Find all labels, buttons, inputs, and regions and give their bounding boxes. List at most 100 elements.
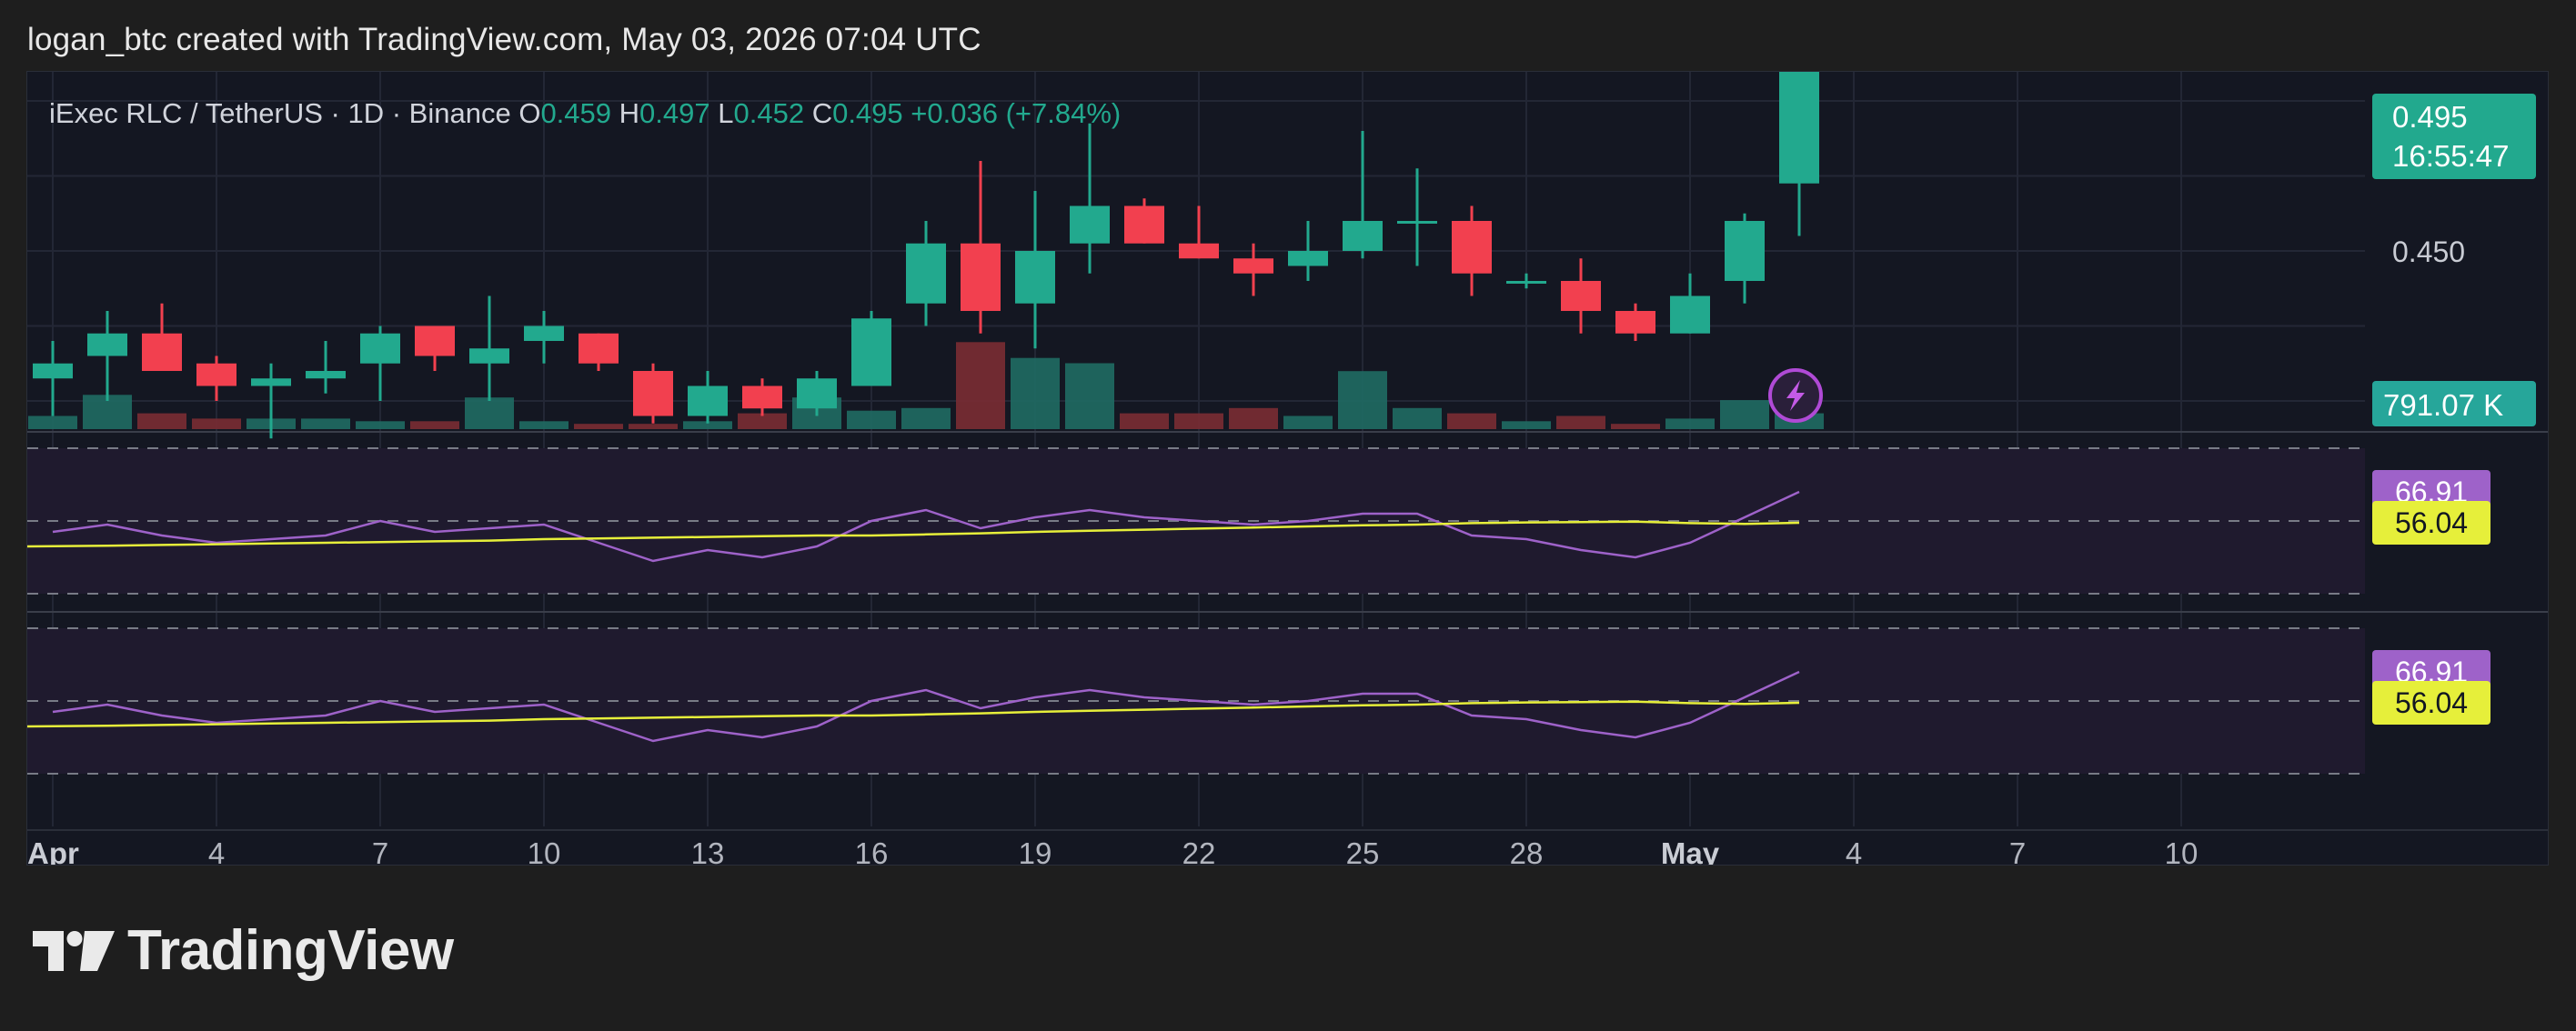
countdown-text: 16:55:47 bbox=[2392, 139, 2509, 173]
candle-body bbox=[1725, 221, 1765, 281]
volume-bar bbox=[410, 421, 459, 429]
candle-body bbox=[1561, 281, 1601, 311]
volume-bar bbox=[356, 421, 405, 429]
close-value: 0.495 bbox=[832, 97, 903, 129]
candle-body bbox=[306, 371, 346, 379]
x-tick-label: 10 bbox=[528, 836, 561, 866]
volume-bar bbox=[847, 410, 896, 429]
candle-body bbox=[1233, 258, 1273, 274]
volume-bar bbox=[683, 421, 732, 429]
candles bbox=[33, 72, 1819, 439]
candle-body bbox=[1670, 295, 1710, 334]
volume-bar bbox=[1556, 415, 1605, 429]
x-tick-label: 19 bbox=[1019, 836, 1052, 866]
candle-body bbox=[633, 371, 673, 416]
tradingview-logo[interactable]: TradingView bbox=[33, 918, 454, 983]
volume-bar bbox=[629, 424, 678, 429]
candle-body bbox=[1179, 243, 1219, 259]
rsi-ma-line bbox=[27, 700, 1800, 728]
x-tick-label: Apr bbox=[27, 836, 79, 866]
price-badge-text: 0.495 bbox=[2392, 100, 2468, 134]
ohlc-legend: iExec RLC / TetherUS · 1D · Binance O0.4… bbox=[49, 97, 1121, 130]
attribution-header: logan_btc created with TradingView.com, … bbox=[27, 22, 981, 57]
rsi-ma-text: 56.04 bbox=[2395, 686, 2468, 719]
low-label: L bbox=[718, 97, 734, 129]
candle-body bbox=[688, 385, 728, 416]
candle-body bbox=[797, 378, 837, 409]
candle-body bbox=[87, 333, 127, 356]
x-tick-label: 4 bbox=[1846, 836, 1862, 866]
change-value: +0.036 (+7.84%) bbox=[911, 97, 1122, 129]
candle-body bbox=[1615, 311, 1655, 334]
symbol-label: iExec RLC / TetherUS · 1D · Binance bbox=[49, 97, 511, 129]
x-tick-label: 10 bbox=[2165, 836, 2199, 866]
rsi-ma-line bbox=[27, 520, 1800, 548]
candle-body bbox=[851, 318, 891, 386]
candle-body bbox=[1506, 281, 1546, 284]
high-label: H bbox=[619, 97, 640, 129]
open-value: 0.459 bbox=[540, 97, 612, 129]
volume-bar bbox=[465, 397, 514, 429]
high-value: 0.497 bbox=[639, 97, 710, 129]
price-tick: 0.450 bbox=[2392, 235, 2465, 268]
lightning-bolt bbox=[1786, 380, 1805, 411]
x-tick-label: May bbox=[1661, 836, 1720, 866]
x-tick-label: 13 bbox=[691, 836, 725, 866]
candle-body bbox=[251, 378, 291, 386]
rsi-ma-badge bbox=[2372, 681, 2490, 725]
candle-body bbox=[742, 385, 782, 409]
x-tick-label: 7 bbox=[2009, 836, 2026, 866]
volume-bar bbox=[1720, 400, 1769, 429]
volume-bar bbox=[956, 342, 1005, 429]
badges: 0.495 16:55:47 791.07 K bbox=[1768, 94, 2536, 426]
candle-body bbox=[142, 333, 182, 371]
volume-bar bbox=[192, 418, 241, 429]
candle-body bbox=[1343, 221, 1383, 251]
volume-bar bbox=[1120, 413, 1169, 429]
volume-bars bbox=[28, 342, 1824, 429]
rsi-line bbox=[52, 670, 1800, 743]
volume-bar bbox=[137, 413, 186, 429]
volume-bar bbox=[1665, 418, 1715, 429]
candle-body bbox=[360, 333, 400, 364]
rsi-ma-text: 56.04 bbox=[2395, 506, 2468, 539]
candle-body bbox=[33, 363, 73, 379]
x-tick-label: 22 bbox=[1182, 836, 1216, 866]
candle-body bbox=[1452, 221, 1492, 274]
volume-bar bbox=[1338, 371, 1387, 429]
volume-bar bbox=[301, 418, 350, 429]
low-value: 0.452 bbox=[733, 97, 805, 129]
candle-body bbox=[906, 243, 946, 304]
candle-body bbox=[196, 363, 236, 386]
tradingview-logo-icon bbox=[33, 930, 115, 971]
candle-body bbox=[469, 348, 509, 364]
volume-bar bbox=[1011, 357, 1060, 429]
candle-body bbox=[961, 243, 1001, 311]
volume-badge-text: 791.07 K bbox=[2383, 388, 2503, 422]
candle-body bbox=[1015, 251, 1055, 304]
volume-bar bbox=[1174, 413, 1223, 429]
volume-bar bbox=[519, 421, 569, 429]
candle-body bbox=[1288, 251, 1328, 266]
volume-bar bbox=[1447, 413, 1496, 429]
candle-body bbox=[524, 325, 564, 341]
open-label: O bbox=[518, 97, 541, 129]
rsi-ma-badge bbox=[2372, 501, 2490, 545]
axes: 0.4500.500Apr4710131619222528May4710 bbox=[27, 235, 2465, 866]
volume-bar bbox=[1065, 363, 1114, 429]
volume-badge bbox=[2372, 381, 2536, 426]
candle-body bbox=[1124, 205, 1164, 244]
volume-bar bbox=[1502, 421, 1551, 429]
candle-body bbox=[415, 325, 455, 356]
volume-bar bbox=[28, 415, 77, 429]
price-badge bbox=[2372, 94, 2536, 179]
x-tick-label: 4 bbox=[208, 836, 225, 866]
close-label: C bbox=[811, 97, 833, 129]
candle-body bbox=[1070, 205, 1110, 244]
candle-body bbox=[1779, 72, 1819, 184]
x-tick-label: 16 bbox=[855, 836, 889, 866]
